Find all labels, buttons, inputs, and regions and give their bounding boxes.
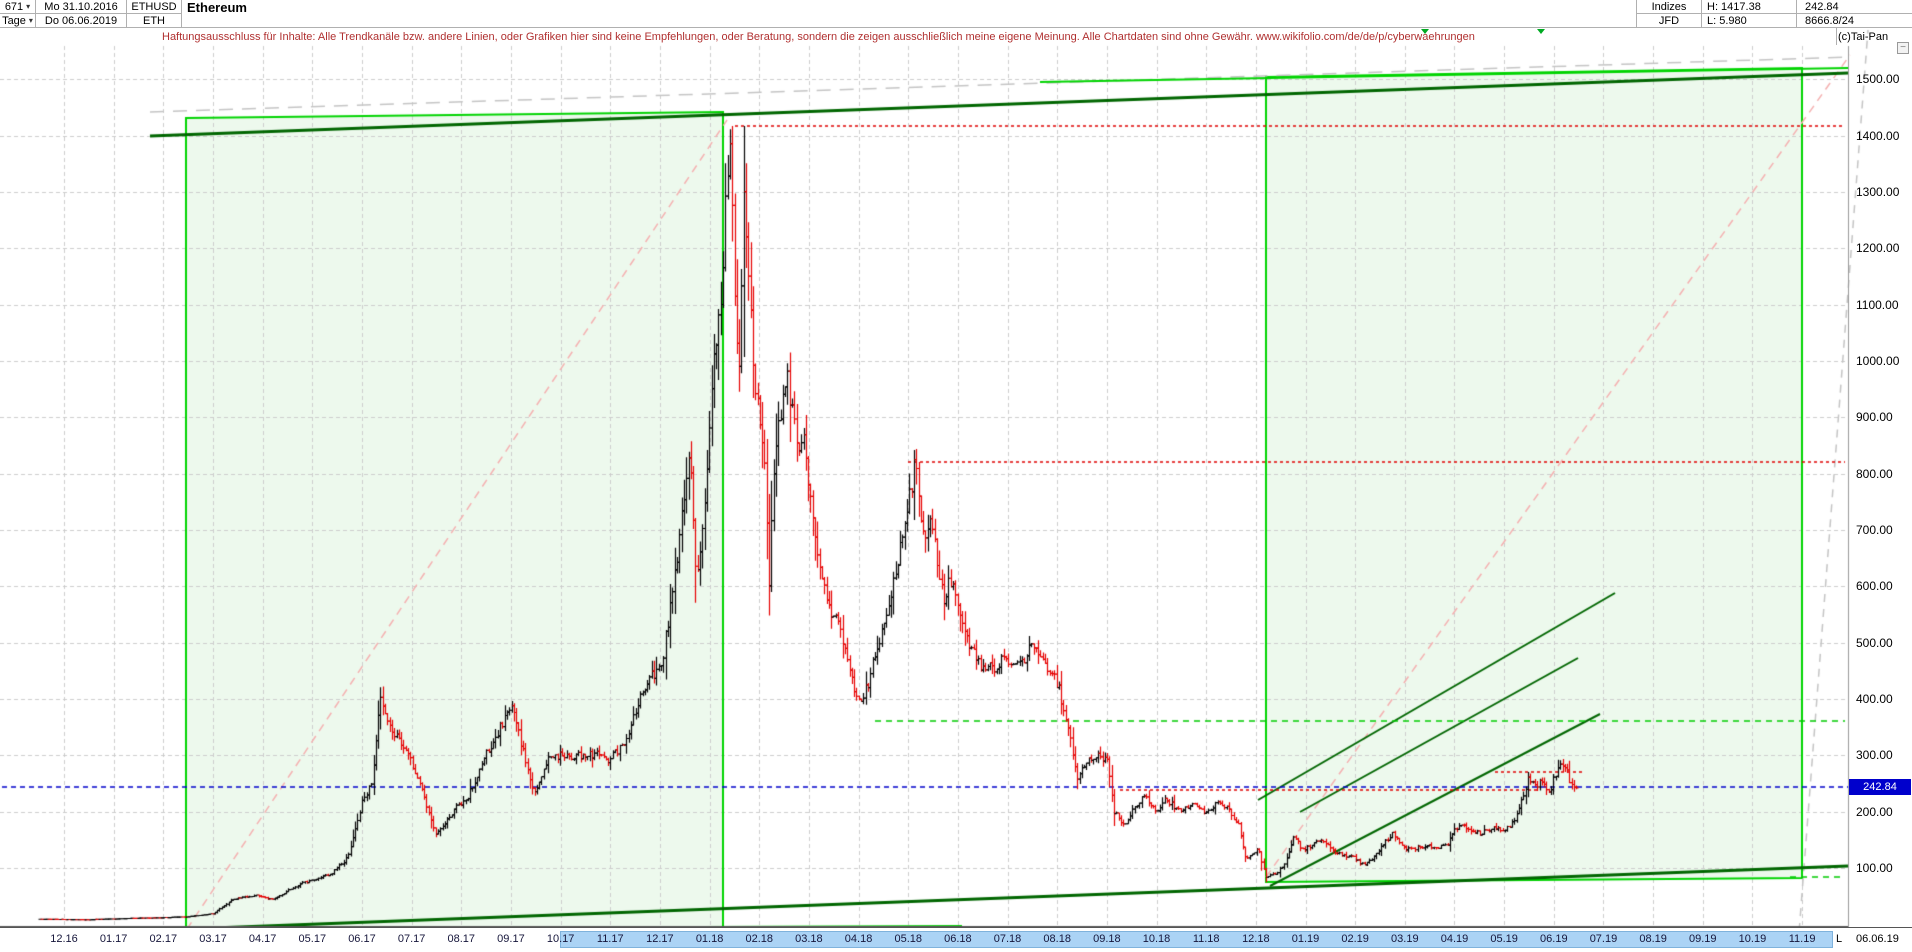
- time-axis-label: 10.18: [1142, 933, 1171, 945]
- price-axis-label: 800.00: [1856, 466, 1893, 481]
- price-axis-label: 100.00: [1856, 860, 1893, 875]
- price-axis-label: 200.00: [1856, 804, 1893, 819]
- period-dropdown[interactable]: Tage ▾: [0, 14, 35, 27]
- period-value: Tage: [2, 14, 26, 27]
- time-axis-label: 08.18: [1043, 933, 1071, 945]
- header-divider: [0, 13, 181, 14]
- time-axis: 12.16 01.17 02.17 03.17 04.17 05.17 06.17 07.17…: [0, 927, 1912, 952]
- time-axis-label: 02.17: [149, 933, 178, 945]
- symbol-label: ETHUSD: [131, 0, 177, 13]
- time-axis-label: 05.19: [1490, 933, 1518, 945]
- time-axis-label: 06.19: [1540, 933, 1568, 945]
- time-axis-label: 11.18: [1192, 933, 1220, 945]
- time-axis-label: 04.19: [1440, 933, 1469, 945]
- time-axis-label: 03.17: [199, 933, 227, 945]
- time-axis-label: 03.19: [1391, 933, 1419, 945]
- time-axis-label: 01.19: [1291, 933, 1320, 945]
- signal-down-triangle-icon: [1537, 29, 1545, 34]
- price-axis-label: 1300.00: [1856, 185, 1900, 200]
- price-axis-label: 700.00: [1856, 523, 1893, 537]
- price-axis-label: 500.00: [1856, 635, 1893, 650]
- time-axis-label: 06.18: [944, 933, 972, 945]
- time-axis-label: 07.19: [1589, 933, 1618, 945]
- time-axis-label: 05.17: [298, 933, 327, 945]
- time-axis-label: 11.19: [1788, 933, 1816, 945]
- high-value-label: H: 1417.38: [1707, 0, 1761, 13]
- time-axis-label: 12.17: [646, 933, 674, 945]
- price-axis-label: 1500.00: [1856, 72, 1900, 87]
- axis-end-date: 06.06.19: [1856, 933, 1899, 945]
- header-divider: [181, 0, 182, 27]
- price-axis-label: 400.00: [1856, 691, 1893, 706]
- indices-label: Indizes: [1651, 0, 1687, 13]
- time-axis-label: 10.17: [546, 933, 575, 945]
- price-axis-label: 900.00: [1856, 410, 1893, 425]
- time-axis-label: 08.17: [447, 933, 476, 945]
- symbol-short-label: ETH: [143, 14, 165, 27]
- price-axis-label: 1200.00: [1856, 241, 1900, 256]
- header-divider: [0, 27, 1912, 28]
- time-axis-label: 04.18: [844, 933, 873, 945]
- header-divider: [1836, 27, 1837, 45]
- time-axis-label: 07.18: [993, 933, 1022, 945]
- price-axis-label: 1000.00: [1856, 354, 1900, 368]
- time-axis-label: 06.17: [348, 933, 376, 945]
- chevron-down-icon: ▾: [28, 16, 33, 25]
- collapse-panel-button[interactable]: −: [1897, 42, 1909, 54]
- low-value-label: L: 5.980: [1707, 14, 1747, 27]
- time-axis-label: 02.19: [1341, 933, 1369, 945]
- price-axis-label: 1100.00: [1856, 297, 1899, 312]
- price-axis-label: 600.00: [1856, 579, 1893, 594]
- time-axis-label: 02.18: [745, 933, 773, 945]
- instrument-title: Ethereum: [187, 0, 247, 15]
- time-axis-label: 12.18: [1242, 933, 1270, 945]
- time-axis-label: 05.18: [894, 933, 922, 945]
- time-axis-label: 09.18: [1093, 933, 1121, 945]
- time-axis-label: 09.19: [1689, 933, 1717, 945]
- price-axis-label: 1400.00: [1856, 128, 1900, 143]
- chevron-down-icon: ▾: [26, 2, 31, 11]
- bars-count-dropdown[interactable]: 671 ▾: [0, 0, 35, 13]
- signal-down-triangle-icon: [1421, 29, 1429, 34]
- time-axis-label: 10.19: [1738, 933, 1767, 945]
- time-axis-label: 12.16: [50, 933, 78, 945]
- broker-label: JFD: [1658, 14, 1680, 27]
- time-axis-label: 11.17: [596, 933, 624, 945]
- header-divider: [1636, 13, 1912, 14]
- last-bar-marker: L: [1836, 933, 1843, 945]
- time-axis-label: 04.17: [248, 933, 277, 945]
- end-date-label: Do 06.06.2019: [44, 14, 118, 27]
- bars-count-value: 671: [4, 0, 24, 13]
- time-axis-label: 01.18: [695, 933, 724, 945]
- volume-info-label: 8666.8/24: [1805, 14, 1854, 27]
- copyright-label: (c)Tai-Pan: [1838, 30, 1889, 43]
- time-axis-highlight-band: [560, 931, 1833, 948]
- time-axis-label: 08.19: [1639, 933, 1667, 945]
- time-axis-label: 01.17: [99, 933, 128, 945]
- time-axis-label: 07.17: [397, 933, 426, 945]
- time-axis-label: 09.17: [497, 933, 525, 945]
- disclaimer-text: Haftungsausschluss für Inhalte: Alle Tre…: [162, 31, 1475, 43]
- start-date-label: Mo 31.10.2016: [44, 0, 118, 13]
- price-axis-label: 300.00: [1856, 748, 1893, 763]
- last-price-label: 242.84: [1805, 0, 1839, 13]
- current-price-badge: 242.84: [1849, 779, 1911, 795]
- time-axis-label: 03.18: [795, 933, 823, 945]
